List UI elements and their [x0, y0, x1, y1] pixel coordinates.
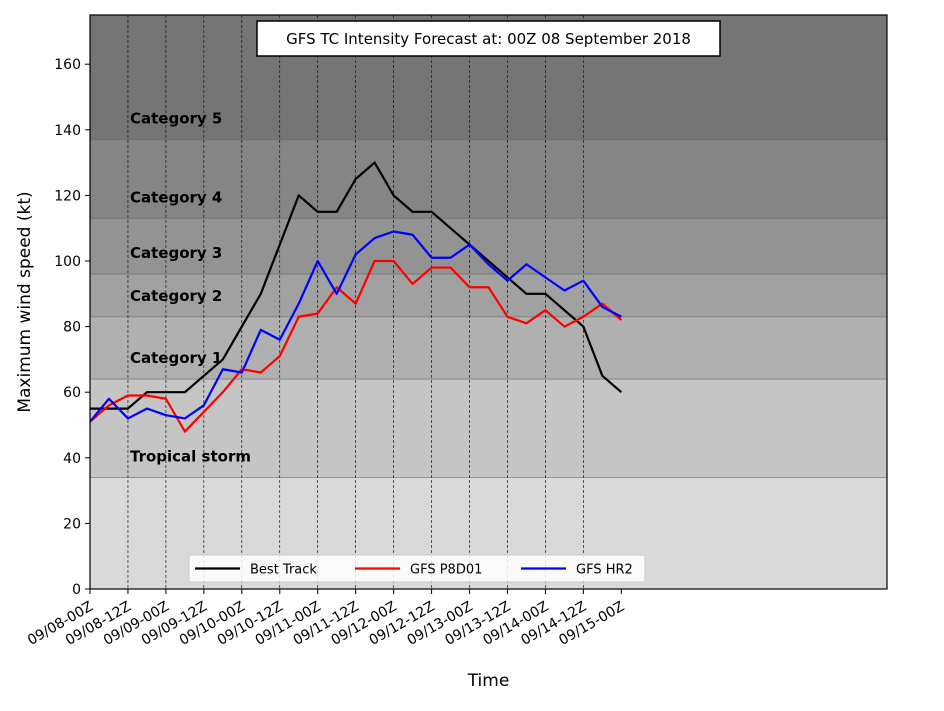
band-label-tropical-storm: Tropical storm [130, 447, 251, 465]
y-axis: 0 20 40 60 80 100 120 140 160 [54, 57, 90, 598]
y-tick-label: 40 [63, 451, 81, 467]
category-labels: Tropical storm Category 1 Category 2 Catego… [130, 110, 251, 466]
series-lines [90, 161, 623, 433]
y-tick-label: 80 [63, 320, 81, 336]
y-tick-label: 20 [63, 516, 81, 532]
category-bands [90, 15, 887, 589]
band-label-category-5: Category 5 [130, 110, 222, 128]
x-axis: 09/08-00Z09/08-12Z09/09-00Z09/09-12Z09/1… [25, 589, 627, 649]
band-label-category-4: Category 4 [130, 188, 222, 206]
band-tropical-storm [90, 379, 887, 478]
series-line-best-track [90, 161, 623, 410]
y-tick-label: 140 [54, 123, 81, 139]
y-tick-label: 120 [54, 188, 81, 204]
y-tick-label: 160 [54, 57, 81, 73]
legend-label-gfs-hr2: GFS HR2 [576, 563, 633, 578]
vertical-gridlines [127, 15, 584, 589]
band-category-2 [90, 274, 887, 317]
y-tick-label: 100 [54, 254, 81, 270]
band-label-category-2: Category 2 [130, 287, 222, 305]
series-line-gfs-p8d01 [90, 259, 623, 433]
chart-title: GFS TC Intensity Forecast at: 00Z 08 Sep… [286, 30, 691, 48]
x-axis-label: Time [467, 671, 510, 691]
series-line-gfs-hr2 [90, 230, 622, 423]
y-tick-label: 60 [63, 385, 81, 401]
band-category-4 [90, 139, 887, 219]
y-tick-label: 0 [72, 582, 81, 598]
plot-frame [89, 14, 888, 590]
band-label-category-1: Category 1 [130, 349, 222, 367]
title-box: GFS TC Intensity Forecast at: 00Z 08 Sep… [256, 20, 721, 57]
legend: Best Track GFS P8D01 GFS HR2 [188, 554, 646, 583]
y-axis-label: Maximum wind speed (kt) [15, 191, 35, 412]
legend-box [188, 554, 646, 583]
band-label-category-3: Category 3 [130, 244, 222, 262]
legend-label-gfs-p8d01: GFS P8D01 [410, 563, 482, 578]
legend-label-best-track: Best Track [250, 563, 317, 578]
